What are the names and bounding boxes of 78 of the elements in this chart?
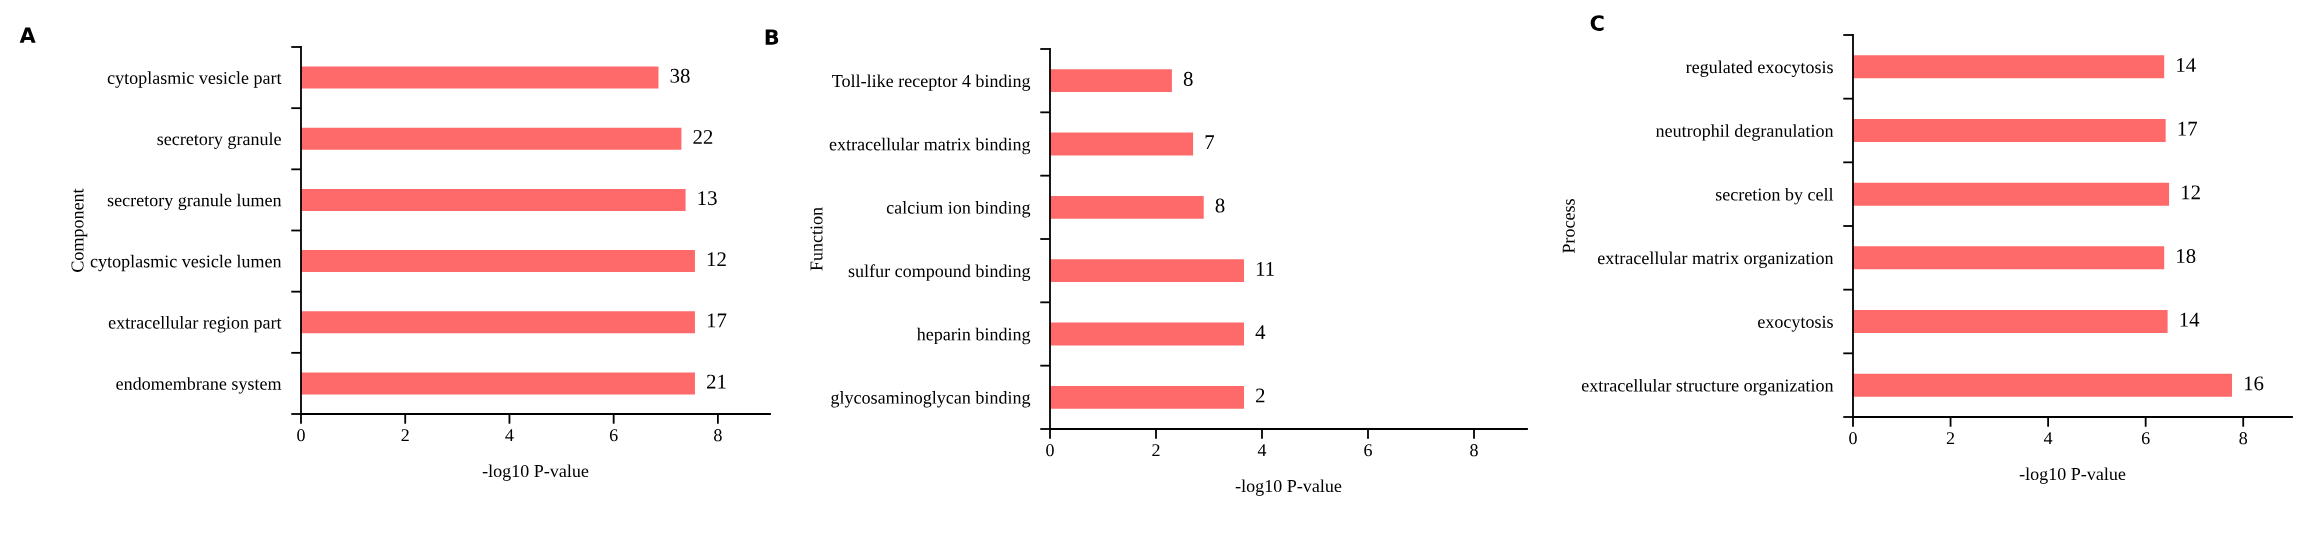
x-tick-label: 8 [714,429,722,442]
y-tick-label: cytoplasmic vesicle part [107,71,282,88]
bar [1050,69,1172,93]
annotation: 8 [1215,198,1225,213]
annotation: 7 [1205,135,1215,150]
bar [1050,259,1244,283]
text: B [765,29,779,45]
y-tick-label: extracellular structure organization [1581,378,1834,396]
y-tick-label: extracellular matrix organization [1597,251,1834,268]
x-tick-label: 0 [297,429,305,442]
y-tick-label: heparin binding [916,327,1031,345]
annotation: 13 [698,191,717,206]
bar [301,311,695,334]
annotation: 16 [2244,376,2264,391]
y-tick-label: sulfur compound binding [848,264,1031,281]
text: C [1590,15,1604,31]
y-axis-title: Function [810,207,823,271]
x-axis-title: -log10 P-value [482,464,589,481]
annotation: 21 [706,374,726,389]
x-tick-label: 4 [1257,444,1267,457]
annotation: 4 [1255,325,1266,340]
bar [1853,182,2170,206]
y-tick-label: Toll-like receptor 4 binding [832,74,1031,91]
x-tick-label: 0 [1046,444,1054,457]
bar [1050,195,1204,219]
annotation: 18 [2177,248,2196,264]
annotation: 14 [2177,58,2196,72]
y-tick-label: secretory granule lumen [107,193,282,211]
y-tick-label: calcium ion binding [886,201,1031,218]
annotation: 12 [707,252,726,267]
annotation: 14 [2180,312,2200,327]
y-tick-label: secretion by cell [1715,187,1834,205]
bar [301,66,659,89]
annotation: 17 [2178,121,2198,136]
x-tick-label: 2 [401,429,409,442]
x-axis-title: -log10 P-value [2019,467,2126,484]
bar [1853,373,2232,397]
y-tick-label: exocytosis [1758,315,1833,332]
x-tick-label: 2 [1946,432,1955,445]
y-tick-label: neutrophil degranulation [1655,124,1834,141]
annotation: 11 [1256,261,1274,276]
annotation: 38 [670,68,690,83]
y-axis-title: Process [1562,199,1575,254]
bar [1853,119,2166,142]
annotation: 12 [2182,185,2200,200]
x-tick-label: 6 [609,429,618,442]
bar [301,250,695,273]
y-tick-label: extracellular matrix binding [829,137,1031,155]
x-tick-label: 8 [1470,444,1478,457]
bar [301,127,682,150]
x-tick-label: 6 [2141,432,2150,445]
bar [301,372,695,395]
x-tick-label: 2 [1152,444,1160,457]
x-tick-label: 4 [505,429,514,442]
y-tick-label: glycosaminoglycan binding [831,391,1031,408]
bar [1050,132,1194,156]
x-tick-label: 8 [2239,432,2248,445]
x-tick-label: 0 [1849,432,1857,445]
x-axis-title: -log10 P-value [1235,479,1342,496]
y-tick-label: extracellular region part [108,315,282,333]
y-tick-label: regulated exocytosis [1686,60,1833,77]
y-axis-title: Component [71,188,88,272]
bar [301,188,686,211]
x-tick-label: 6 [1364,444,1372,457]
bar [1050,322,1244,346]
annotation: 22 [693,129,713,144]
y-tick-label: secretory granule [157,132,281,149]
annotation: 17 [707,313,727,328]
annotation: 2 [1256,388,1265,403]
y-tick-label: cytoplasmic vesicle lumen [90,254,282,272]
bar [1853,246,2165,270]
x-tick-label: 4 [2043,432,2053,445]
bar [1853,310,2168,333]
text: A [19,27,36,43]
bar [1853,55,2165,79]
annotation: 8 [1183,71,1193,86]
y-tick-label: endomembrane system [116,377,282,394]
bar [1050,385,1244,409]
